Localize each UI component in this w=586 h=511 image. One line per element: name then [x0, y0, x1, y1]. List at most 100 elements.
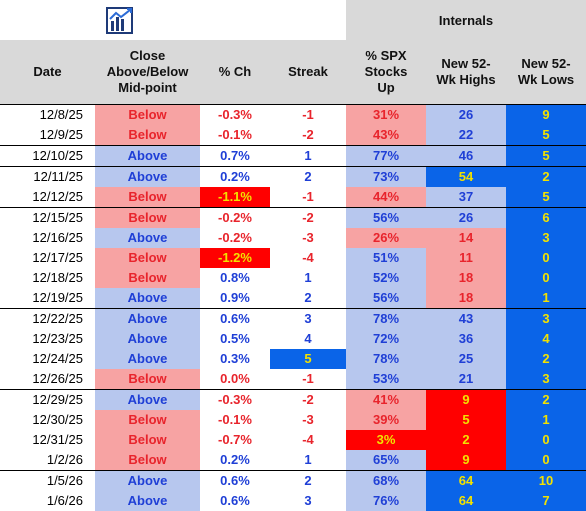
- table-row: 1/6/26 Above 0.6% 3 76% 64 7: [0, 491, 586, 511]
- cell-new-highs: 43: [426, 308, 506, 329]
- cell-spx-stocks-up: 78%: [346, 308, 426, 329]
- cell-new-lows: 7: [506, 491, 586, 511]
- cell-date: 1/2/26: [0, 450, 95, 471]
- cell-date: 12/31/25: [0, 430, 95, 450]
- table-row: 12/18/25 Below 0.8% 1 52% 18 0: [0, 268, 586, 288]
- cell-new-highs: 26: [426, 104, 506, 125]
- cell-new-highs: 22: [426, 125, 506, 146]
- cell-pct-change: 0.2%: [200, 450, 270, 471]
- cell-date: 12/19/25: [0, 288, 95, 309]
- cell-new-lows: 3: [506, 308, 586, 329]
- cell-close: Below: [95, 187, 200, 208]
- cell-streak: -3: [270, 228, 346, 248]
- cell-spx-stocks-up: 72%: [346, 329, 426, 349]
- cell-new-highs: 2: [426, 430, 506, 450]
- table-row: 12/12/25 Below -1.1% -1 44% 37 5: [0, 187, 586, 208]
- cell-new-highs: 9: [426, 450, 506, 471]
- cell-streak: -4: [270, 248, 346, 268]
- table-row: 12/17/25 Below -1.2% -4 51% 11 0: [0, 248, 586, 268]
- cell-close: Below: [95, 104, 200, 125]
- header-new-highs: New 52-Wk Highs: [426, 40, 506, 105]
- cell-new-highs: 26: [426, 207, 506, 228]
- cell-spx-stocks-up: 56%: [346, 207, 426, 228]
- chart-logo-icon: [106, 7, 133, 34]
- cell-new-highs: 5: [426, 410, 506, 430]
- cell-date: 12/23/25: [0, 329, 95, 349]
- cell-new-highs: 11: [426, 248, 506, 268]
- cell-pct-change: -0.1%: [200, 410, 270, 430]
- cell-close: Above: [95, 228, 200, 248]
- cell-spx-stocks-up: 68%: [346, 470, 426, 491]
- column-header-row: Date Close Above/Below Mid-point % Ch St…: [0, 40, 586, 105]
- cell-pct-change: 0.3%: [200, 349, 270, 369]
- table-row: 12/29/25 Above -0.3% -2 41% 9 2: [0, 389, 586, 410]
- cell-new-highs: 21: [426, 369, 506, 390]
- cell-new-lows: 5: [506, 145, 586, 167]
- header-spx-stocks-up: % SPX Stocks Up: [346, 40, 426, 105]
- cell-spx-stocks-up: 53%: [346, 369, 426, 390]
- cell-spx-stocks-up: 51%: [346, 248, 426, 268]
- cell-new-highs: 14: [426, 228, 506, 248]
- internals-header: Internals: [346, 0, 586, 40]
- cell-pct-change: 0.5%: [200, 329, 270, 349]
- title-row: Internals: [0, 0, 586, 40]
- cell-date: 12/26/25: [0, 369, 95, 390]
- cell-new-lows: 2: [506, 349, 586, 369]
- cell-close: Above: [95, 470, 200, 491]
- cell-streak: 3: [270, 308, 346, 329]
- header-date: Date: [0, 40, 95, 105]
- cell-streak: 5: [270, 349, 346, 369]
- cell-streak: 1: [270, 450, 346, 471]
- cell-new-lows: 0: [506, 450, 586, 471]
- cell-pct-change: -0.1%: [200, 125, 270, 146]
- cell-new-lows: 5: [506, 125, 586, 146]
- table-row: 12/19/25 Above 0.9% 2 56% 18 1: [0, 288, 586, 309]
- cell-streak: -2: [270, 389, 346, 410]
- cell-spx-stocks-up: 43%: [346, 125, 426, 146]
- cell-pct-change: 0.8%: [200, 268, 270, 288]
- cell-new-highs: 18: [426, 288, 506, 309]
- cell-streak: 2: [270, 166, 346, 187]
- cell-close: Below: [95, 410, 200, 430]
- cell-streak: 1: [270, 268, 346, 288]
- cell-new-lows: 2: [506, 389, 586, 410]
- cell-pct-change: -0.3%: [200, 389, 270, 410]
- header-new-lows: New 52-Wk Lows: [506, 40, 586, 105]
- cell-pct-change: 0.6%: [200, 308, 270, 329]
- table-row: 12/30/25 Below -0.1% -3 39% 5 1: [0, 410, 586, 430]
- cell-close: Above: [95, 491, 200, 511]
- table-row: 12/8/25 Below -0.3% -1 31% 26 9: [0, 104, 586, 125]
- table-row: 12/16/25 Above -0.2% -3 26% 14 3: [0, 228, 586, 248]
- cell-close: Above: [95, 145, 200, 167]
- cell-pct-change: -0.2%: [200, 207, 270, 228]
- cell-pct-change: 0.7%: [200, 145, 270, 167]
- cell-new-highs: 64: [426, 470, 506, 491]
- table-row: 1/2/26 Below 0.2% 1 65% 9 0: [0, 450, 586, 471]
- cell-close: Above: [95, 329, 200, 349]
- cell-new-lows: 1: [506, 410, 586, 430]
- cell-date: 12/15/25: [0, 207, 95, 228]
- table-row: 12/31/25 Below -0.7% -4 3% 2 0: [0, 430, 586, 450]
- cell-close: Above: [95, 166, 200, 187]
- cell-streak: -2: [270, 207, 346, 228]
- cell-new-lows: 0: [506, 268, 586, 288]
- cell-date: 12/11/25: [0, 166, 95, 187]
- cell-date: 1/5/26: [0, 470, 95, 491]
- cell-close: Below: [95, 248, 200, 268]
- cell-streak: 4: [270, 329, 346, 349]
- cell-date: 12/9/25: [0, 125, 95, 146]
- table-row: 12/9/25 Below -0.1% -2 43% 22 5: [0, 125, 586, 146]
- cell-pct-change: 0.9%: [200, 288, 270, 309]
- cell-streak: 3: [270, 491, 346, 511]
- cell-date: 12/17/25: [0, 248, 95, 268]
- cell-close: Below: [95, 430, 200, 450]
- cell-spx-stocks-up: 56%: [346, 288, 426, 309]
- cell-spx-stocks-up: 39%: [346, 410, 426, 430]
- cell-spx-stocks-up: 44%: [346, 187, 426, 208]
- cell-new-lows: 9: [506, 104, 586, 125]
- cell-new-lows: 2: [506, 166, 586, 187]
- cell-streak: -3: [270, 410, 346, 430]
- table-row: 12/24/25 Above 0.3% 5 78% 25 2: [0, 349, 586, 369]
- table-row: 12/11/25 Above 0.2% 2 73% 54 2: [0, 166, 586, 187]
